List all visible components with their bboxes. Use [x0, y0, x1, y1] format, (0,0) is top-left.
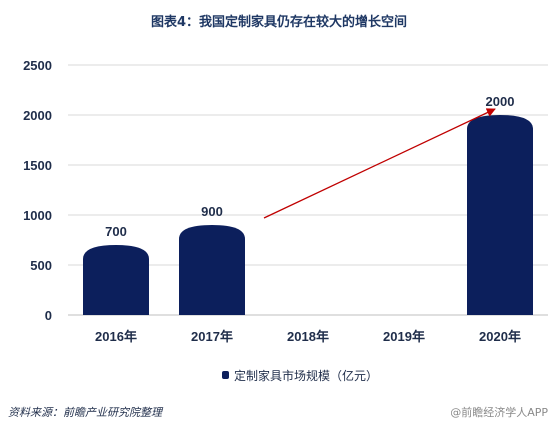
legend-label: 定制家具市场规模（亿元） [234, 368, 378, 383]
bar [179, 225, 245, 315]
y-tick-label: 2500 [23, 58, 52, 73]
y-tick-label: 2000 [23, 108, 52, 123]
data-label-layer: 700 900 2000 [105, 94, 514, 239]
data-label: 700 [105, 224, 127, 239]
watermark: @前瞻经济学人APP [450, 405, 548, 419]
bar [467, 115, 533, 315]
x-tick-label: 2018年 [287, 329, 329, 344]
chart-title: 图表4：我国定制家具仍存在较大的增长空间 [151, 14, 407, 30]
data-label: 2000 [486, 94, 515, 109]
legend-swatch [222, 371, 229, 379]
y-axis: 0 500 1000 1500 2000 2500 [23, 58, 52, 323]
x-tick-label: 2016年 [95, 329, 137, 344]
data-label: 900 [201, 204, 223, 219]
x-tick-label: 2017年 [191, 329, 233, 344]
x-tick-label: 2019年 [383, 329, 425, 344]
y-tick-label: 1000 [23, 208, 52, 223]
legend: 定制家具市场规模（亿元） [222, 368, 378, 383]
annotation-layer [263, 108, 496, 219]
y-tick-label: 1500 [23, 158, 52, 173]
bar-layer [83, 115, 533, 315]
bar [83, 245, 149, 315]
x-axis: 2016年 2017年 2018年 2019年 2020年 [95, 329, 521, 344]
y-tick-label: 500 [30, 258, 52, 273]
trend-arrow [263, 108, 496, 219]
source-note: 资料来源：前瞻产业研究院整理 [8, 406, 164, 419]
y-tick-label: 0 [45, 308, 52, 323]
x-tick-label: 2020年 [479, 329, 521, 344]
